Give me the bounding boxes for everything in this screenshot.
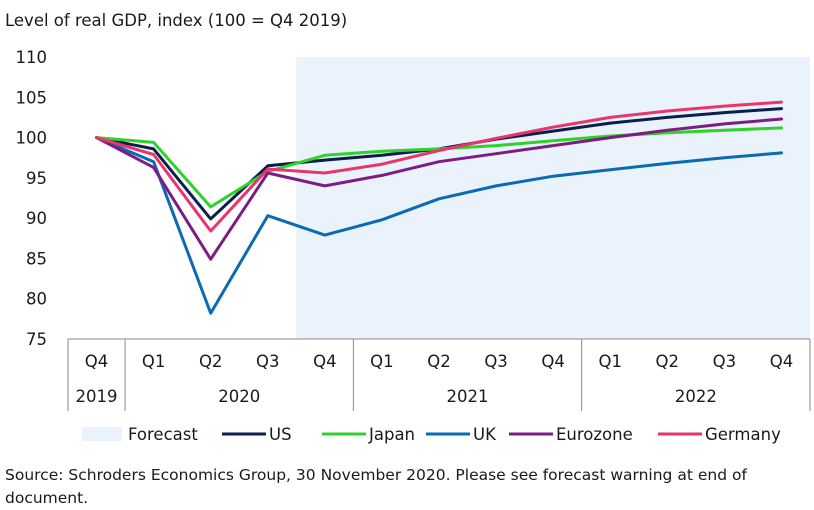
y-tick-label: 80 [26,290,47,309]
y-tick-label: 90 [26,209,47,228]
x-tick-label: Q3 [713,352,737,371]
x-tick-label: Q4 [313,352,337,371]
chart-title: Level of real GDP, index (100 = Q4 2019) [5,11,347,30]
year-label: 2020 [218,387,260,406]
forecast-band [296,57,810,339]
y-tick-label: 75 [26,330,47,349]
legend-label-uk: UK [473,425,497,444]
x-tick-label: Q2 [427,352,451,371]
x-tick-label: Q4 [541,352,565,371]
legend-label-forecast: Forecast [128,425,198,444]
x-tick-label: Q3 [484,352,508,371]
y-tick-label: 95 [26,169,47,188]
y-tick-label: 105 [16,88,48,107]
y-tick-label: 100 [16,129,48,148]
x-tick-label: Q1 [370,352,394,371]
x-tick-label: Q4 [85,352,109,371]
year-label: 2021 [447,387,489,406]
legend-label-us: US [269,425,292,444]
legend-label-japan: Japan [368,425,415,444]
source-note: Source: Schroders Economics Group, 30 No… [5,466,747,507]
x-tick-label: Q3 [256,352,280,371]
legend-label-eurozone: Eurozone [556,425,633,444]
y-tick-label: 85 [26,249,47,268]
x-tick-label: Q2 [199,352,223,371]
y-tick-label: 110 [16,48,48,67]
year-label: 2022 [675,387,717,406]
series-line-eurozone [95,117,783,261]
legend-label-germany: Germany [705,425,781,444]
series-line-uk [95,136,783,315]
x-tick-label: Q2 [656,352,680,371]
series-line-germany [95,100,783,233]
x-tick-label: Q1 [598,352,622,371]
year-label: 2019 [76,387,118,406]
legend-swatch-forecast [82,427,122,441]
x-tick-label: Q4 [770,352,794,371]
y-axis-tick-labels: 75 80 85 90 95 100 105 110 [16,48,48,349]
category-axis-table: 2019 2020 2021 2022 Q4 Q1 Q2 Q3 Q4 Q1 Q2 Q3 Q4 Q1 Q2 Q3… [67,338,811,411]
x-tick-label: Q1 [142,352,166,371]
series-lines [95,100,783,315]
series-line-japan [95,126,783,209]
legend: Forecast US Japan UK Eurozone Germany [82,425,781,444]
